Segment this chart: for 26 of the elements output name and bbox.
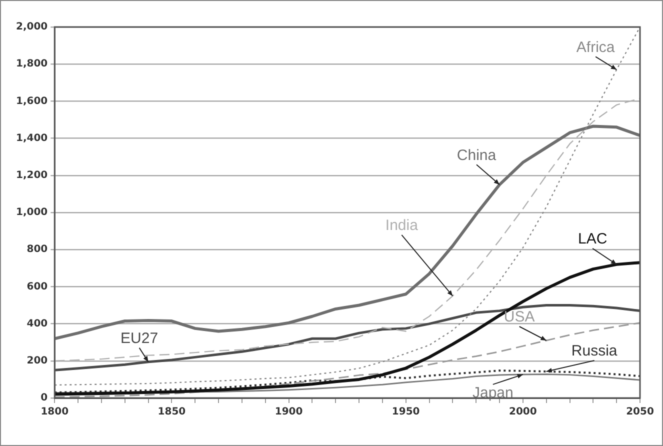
y-tick-label: 2,000 — [16, 22, 48, 33]
series-label: China — [456, 146, 497, 164]
line-series — [54, 27, 640, 386]
y-tick-label: 1,400 — [16, 132, 48, 144]
series-label: Africa — [576, 38, 616, 56]
y-tick-label: 0 — [40, 392, 48, 404]
series-label: Russia — [571, 342, 618, 360]
x-tick-label: 2000 — [509, 406, 537, 418]
series-label: LAC — [578, 230, 608, 248]
y-tick-label: 1,200 — [16, 170, 48, 181]
y-tick-label: 1,600 — [16, 96, 48, 107]
y-tick-label: 800 — [26, 244, 48, 256]
y-tick-label: 200 — [26, 355, 48, 366]
y-tick-label: 1,000 — [16, 207, 48, 218]
x-tick-label: 1850 — [158, 406, 186, 418]
y-tick-label: 1,800 — [16, 58, 48, 70]
line-series — [54, 98, 640, 362]
series-label: EU27 — [120, 330, 158, 347]
x-tick-label: 1800 — [40, 406, 69, 418]
y-tick-label: 400 — [26, 318, 48, 330]
series-label: USA — [504, 308, 535, 326]
y-tick-label: 600 — [26, 281, 48, 292]
x-tick-label: 2050 — [626, 406, 654, 418]
x-tick-label: 1950 — [392, 406, 420, 418]
text: India — [385, 217, 419, 234]
x-tick-label: 1900 — [274, 406, 303, 418]
